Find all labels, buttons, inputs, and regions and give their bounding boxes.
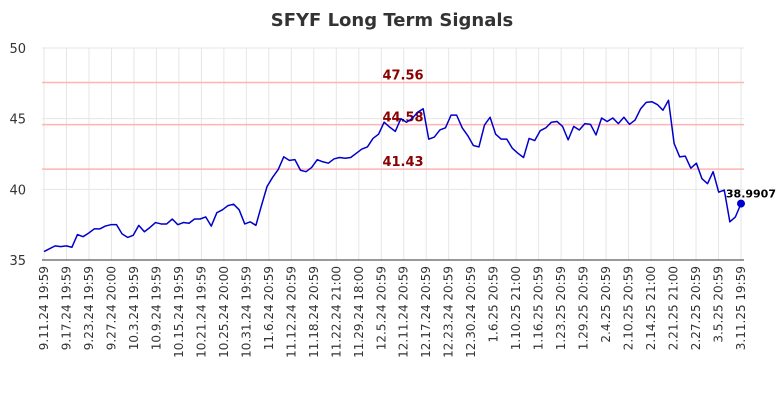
x-tick-label: 3.11.25 19:59 — [734, 266, 748, 350]
x-tick-label: 1.10.25 21:00 — [509, 266, 523, 350]
x-tick-label: 9.17.24 19:59 — [59, 266, 73, 350]
x-tick-label: 12.23.24 20:59 — [442, 266, 456, 358]
x-tick-label: 12.17.24 20:59 — [419, 266, 433, 358]
x-tick-label: 11.22.24 21:00 — [329, 266, 343, 358]
x-tick-label: 10.31.24 19:59 — [239, 266, 253, 358]
x-tick-label: 10.21.24 19:59 — [194, 266, 208, 358]
x-axis-ticks: 9.11.24 19:59 9.17.24 19:59 9.23.24 19:59 9… — [37, 266, 748, 358]
signal-level-label: 41.43 — [382, 155, 423, 170]
chart-title: SFYF Long Term Signals — [271, 10, 514, 31]
x-tick-label: 12.11.24 20:59 — [397, 266, 411, 358]
x-tick-label: 2.4.25 20:59 — [599, 266, 613, 343]
x-tick-label: 11.18.24 20:59 — [307, 266, 321, 358]
x-tick-label: 9.27.24 20:00 — [104, 266, 118, 350]
x-tick-label: 10.9.24 19:59 — [149, 266, 163, 350]
x-tick-label: 11.29.24 18:00 — [352, 266, 366, 358]
x-tick-label: 10.25.24 20:00 — [217, 266, 231, 358]
x-tick-label: 12.5.24 20:59 — [374, 266, 388, 350]
y-tick-label: 35 — [9, 254, 26, 269]
signal-levels: 47.56 44.58 41.43 — [42, 68, 744, 170]
x-tick-label: 11.6.24 20:59 — [262, 266, 276, 350]
series: 38.9907 — [43, 99, 776, 253]
x-tick-label: 1.23.25 20:59 — [554, 266, 568, 350]
x-tick-label: 1.16.25 20:59 — [532, 266, 546, 350]
x-tick-label: 3.5.25 20:59 — [712, 266, 726, 343]
last-point-label: 38.9907 — [726, 188, 776, 201]
last-point-marker — [737, 199, 745, 208]
x-tick-label: 2.14.25 21:00 — [644, 266, 658, 350]
x-tick-label: 2.21.25 21:00 — [667, 266, 681, 350]
price-series-line — [43, 99, 742, 253]
x-tick-label: 10.3.24 19:59 — [127, 266, 141, 350]
y-tick-label: 40 — [9, 183, 26, 198]
x-tick-label: 9.11.24 19:59 — [37, 266, 51, 350]
y-tick-label: 50 — [9, 42, 26, 57]
x-tick-label: 9.23.24 19:59 — [82, 266, 96, 350]
grid — [42, 47, 744, 261]
x-tick-label: 1.29.25 20:59 — [577, 266, 591, 350]
x-tick-label: 2.27.25 20:59 — [689, 266, 703, 350]
x-tick-label: 2.10.25 20:59 — [622, 266, 636, 350]
signal-level-label: 44.58 — [382, 111, 423, 126]
y-tick-label: 45 — [9, 113, 26, 128]
x-tick-label: 12.30.24 20:59 — [464, 266, 478, 358]
x-tick-label: 10.15.24 19:59 — [172, 266, 186, 358]
x-tick-label: 11.12.24 20:59 — [284, 266, 298, 358]
x-tick-label: 1.6.25 20:59 — [487, 266, 501, 343]
y-axis-ticks: 35 40 45 50 — [9, 42, 26, 269]
signal-level-label: 47.56 — [382, 68, 423, 83]
